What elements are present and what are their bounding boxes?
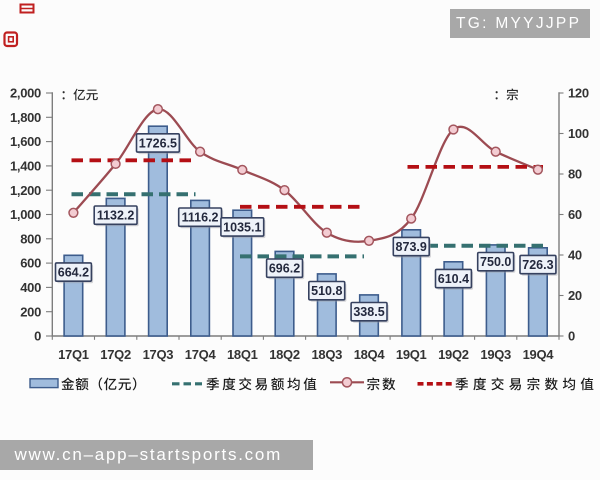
svg-text:20: 20 <box>568 288 582 303</box>
svg-text:18Q1: 18Q1 <box>227 347 258 362</box>
svg-text:18Q4: 18Q4 <box>354 347 386 362</box>
svg-text:1,800: 1,800 <box>10 110 41 125</box>
svg-text:200: 200 <box>20 304 41 319</box>
svg-text:0: 0 <box>34 329 41 344</box>
svg-text:40: 40 <box>568 248 582 263</box>
svg-text:19Q2: 19Q2 <box>438 347 469 362</box>
svg-text:0: 0 <box>568 329 575 344</box>
svg-text:17Q3: 17Q3 <box>143 347 174 362</box>
svg-text:873.9: 873.9 <box>396 240 427 254</box>
svg-text:1,600: 1,600 <box>10 134 41 149</box>
svg-text:100: 100 <box>568 126 589 141</box>
svg-text:338.5: 338.5 <box>353 305 384 319</box>
svg-text:400: 400 <box>20 280 41 295</box>
svg-text:1,000: 1,000 <box>10 207 41 222</box>
svg-text:80: 80 <box>568 167 582 182</box>
svg-text:1,400: 1,400 <box>10 159 41 174</box>
svg-text:600: 600 <box>20 256 41 271</box>
svg-text:800: 800 <box>20 231 41 246</box>
svg-text:610.4: 610.4 <box>438 272 469 286</box>
svg-text:18Q2: 18Q2 <box>269 347 300 362</box>
svg-text:1,200: 1,200 <box>10 183 41 198</box>
svg-text:1132.2: 1132.2 <box>97 209 135 223</box>
svg-text:750.0: 750.0 <box>480 255 511 269</box>
svg-text:1726.5: 1726.5 <box>139 137 177 151</box>
svg-text:2,000: 2,000 <box>10 86 41 101</box>
svg-text:17Q2: 17Q2 <box>100 347 131 362</box>
svg-text:1116.2: 1116.2 <box>182 211 219 225</box>
svg-text:696.2: 696.2 <box>269 262 300 276</box>
svg-text:120: 120 <box>568 86 589 101</box>
svg-text:510.8: 510.8 <box>311 284 342 298</box>
svg-text:19Q3: 19Q3 <box>480 347 511 362</box>
svg-text:19Q1: 19Q1 <box>396 347 427 362</box>
svg-text:1035.1: 1035.1 <box>223 221 261 235</box>
svg-text:60: 60 <box>568 207 582 222</box>
svg-text:19Q4: 19Q4 <box>523 347 555 362</box>
svg-text:664.2: 664.2 <box>58 266 89 280</box>
svg-text:18Q3: 18Q3 <box>311 347 342 362</box>
svg-text:17Q4: 17Q4 <box>185 347 217 362</box>
svg-text:17Q1: 17Q1 <box>58 347 89 362</box>
svg-text:726.3: 726.3 <box>522 258 553 272</box>
